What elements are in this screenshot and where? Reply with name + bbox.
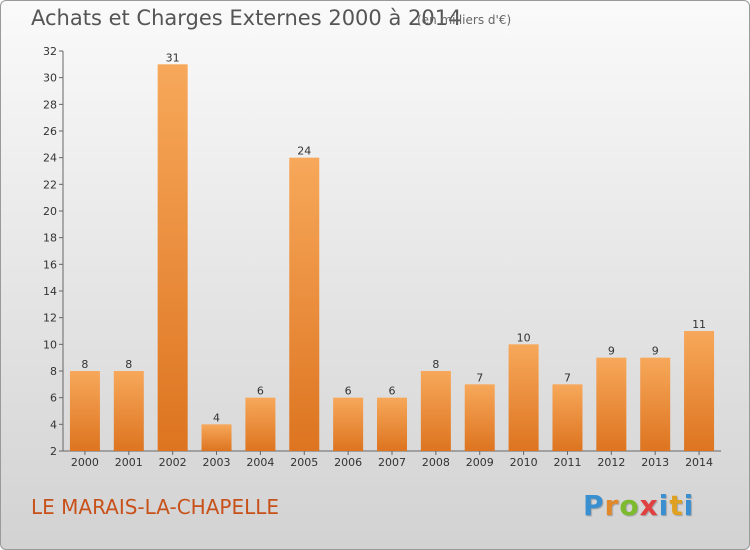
proxiti-logo[interactable]: Proxiti bbox=[583, 489, 695, 522]
value-label-2001: 8 bbox=[125, 358, 132, 371]
value-label-2002: 31 bbox=[166, 51, 180, 64]
y-tick-label: 20 bbox=[43, 205, 57, 218]
y-tick-label: 18 bbox=[43, 232, 57, 245]
x-tick-label-2011: 2011 bbox=[553, 456, 581, 469]
y-tick-label: 2 bbox=[50, 445, 57, 458]
bar-2002 bbox=[157, 64, 188, 452]
y-tick-label: 16 bbox=[43, 258, 57, 271]
value-label-2008: 8 bbox=[432, 358, 439, 371]
bar-2012 bbox=[596, 357, 627, 451]
y-tick-label: 8 bbox=[50, 365, 57, 378]
value-label-2014: 11 bbox=[692, 318, 706, 331]
x-tick-label-2005: 2005 bbox=[290, 456, 318, 469]
bar-2005 bbox=[289, 157, 320, 451]
y-tick-label: 10 bbox=[43, 338, 57, 351]
y-tick-label: 26 bbox=[43, 125, 57, 138]
bar-2013 bbox=[640, 357, 671, 451]
bar-2003 bbox=[201, 424, 232, 451]
y-tick-label: 24 bbox=[43, 152, 57, 165]
y-tick-label: 32 bbox=[43, 45, 57, 58]
y-tick-label: 6 bbox=[50, 392, 57, 405]
value-label-2007: 6 bbox=[389, 385, 396, 398]
value-label-2012: 9 bbox=[608, 345, 615, 358]
value-label-2011: 7 bbox=[564, 371, 571, 384]
x-tick-label-2007: 2007 bbox=[378, 456, 406, 469]
bar-2000 bbox=[69, 371, 100, 451]
bar-2008 bbox=[420, 371, 451, 451]
value-label-2010: 10 bbox=[517, 331, 531, 344]
x-tick-label-2009: 2009 bbox=[466, 456, 494, 469]
value-label-2005: 24 bbox=[297, 145, 311, 158]
x-tick-label-2003: 2003 bbox=[203, 456, 231, 469]
y-tick-label: 30 bbox=[43, 72, 57, 85]
x-tick-label-2010: 2010 bbox=[510, 456, 538, 469]
x-tick-label-2008: 2008 bbox=[422, 456, 450, 469]
x-tick-label-2000: 2000 bbox=[71, 456, 99, 469]
bar-2007 bbox=[377, 397, 407, 451]
x-tick-label-2012: 2012 bbox=[597, 456, 625, 469]
value-label-2013: 9 bbox=[652, 345, 659, 358]
bar-2009 bbox=[464, 384, 495, 451]
x-tick-label-2014: 2014 bbox=[685, 456, 713, 469]
y-tick-label: 12 bbox=[43, 312, 57, 325]
x-tick-label-2002: 2002 bbox=[159, 456, 187, 469]
value-label-2004: 6 bbox=[257, 385, 264, 398]
x-tick-label-2001: 2001 bbox=[115, 456, 143, 469]
bar-2004 bbox=[245, 397, 276, 451]
bar-2001 bbox=[113, 371, 144, 451]
y-tick-label: 4 bbox=[50, 418, 57, 431]
value-label-2006: 6 bbox=[345, 385, 352, 398]
value-label-2003: 4 bbox=[213, 411, 220, 424]
y-tick-label: 14 bbox=[43, 285, 57, 298]
x-tick-label-2004: 2004 bbox=[246, 456, 274, 469]
bar-2011 bbox=[552, 384, 583, 451]
bar-2006 bbox=[333, 397, 364, 451]
value-label-2000: 8 bbox=[81, 358, 88, 371]
chart-unit: (en milliers d'€) bbox=[417, 13, 512, 27]
bar-2010 bbox=[508, 344, 539, 451]
value-label-2009: 7 bbox=[476, 371, 483, 384]
bar-2014 bbox=[684, 331, 715, 451]
x-tick-label-2013: 2013 bbox=[641, 456, 669, 469]
y-tick-label: 22 bbox=[43, 178, 57, 191]
chart-title: Achats et Charges Externes 2000 à 2014 bbox=[31, 6, 462, 30]
commune-name: LE MARAIS-LA-CHAPELLE bbox=[31, 495, 280, 519]
y-tick-label: 28 bbox=[43, 98, 57, 111]
x-tick-label-2006: 2006 bbox=[334, 456, 362, 469]
